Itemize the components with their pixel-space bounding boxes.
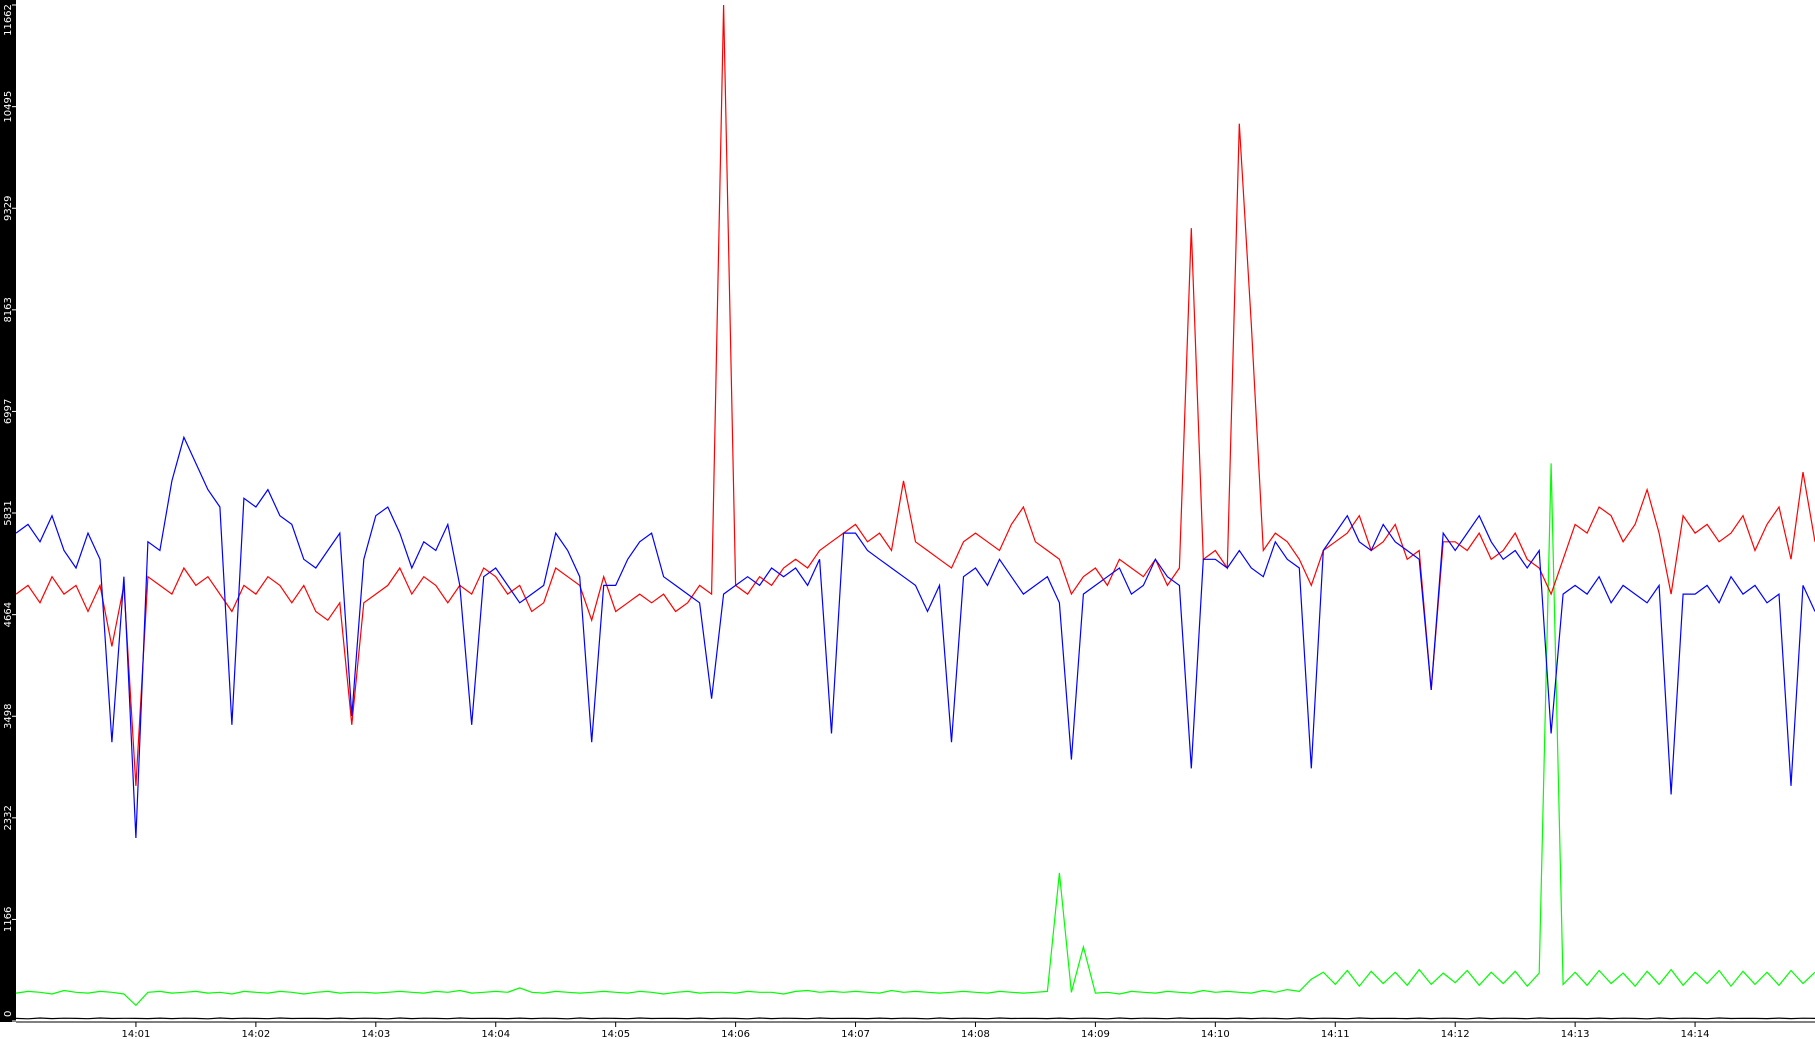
y-tick-label: 4664 bbox=[3, 602, 14, 627]
y-axis-strip bbox=[0, 0, 16, 1022]
series-line bbox=[15, 435, 1815, 839]
x-tick-label: 14:12 bbox=[1441, 1029, 1470, 1039]
y-tick-label: 0 bbox=[3, 1011, 14, 1017]
y-tick-label: 10495 bbox=[3, 91, 14, 123]
y-tick-label: 2332 bbox=[3, 805, 14, 830]
x-tick-label: 14:06 bbox=[721, 1029, 750, 1039]
x-tick-label: 14:05 bbox=[601, 1029, 630, 1039]
x-tick-label: 14:03 bbox=[361, 1029, 390, 1039]
y-tick-label: 3498 bbox=[3, 704, 14, 729]
x-tick-label: 14:07 bbox=[841, 1029, 870, 1039]
y-tick-label: 1166 bbox=[3, 907, 14, 932]
x-tick-label: 14:14 bbox=[1681, 1029, 1710, 1039]
y-tick-label: 8163 bbox=[3, 297, 14, 322]
x-tick-label: 14:09 bbox=[1081, 1029, 1110, 1039]
series-line bbox=[15, 463, 1815, 1007]
x-tick-label: 14:13 bbox=[1561, 1029, 1590, 1039]
x-tick-label: 14:08 bbox=[961, 1029, 990, 1039]
y-tick-label: 5831 bbox=[3, 500, 14, 525]
x-tick-label: 14:10 bbox=[1201, 1029, 1230, 1039]
x-tick-label: 14:11 bbox=[1321, 1029, 1350, 1039]
x-tick-label: 14:02 bbox=[241, 1029, 270, 1039]
x-tick-label: 14:01 bbox=[122, 1029, 151, 1039]
series-line bbox=[15, 1017, 1815, 1020]
x-tick-label: 14:04 bbox=[481, 1029, 510, 1039]
y-tick-label: 6997 bbox=[3, 399, 14, 424]
y-tick-label: 9329 bbox=[3, 196, 14, 221]
y-tick-label: 11662 bbox=[3, 4, 14, 36]
series-line bbox=[15, 4, 1815, 786]
